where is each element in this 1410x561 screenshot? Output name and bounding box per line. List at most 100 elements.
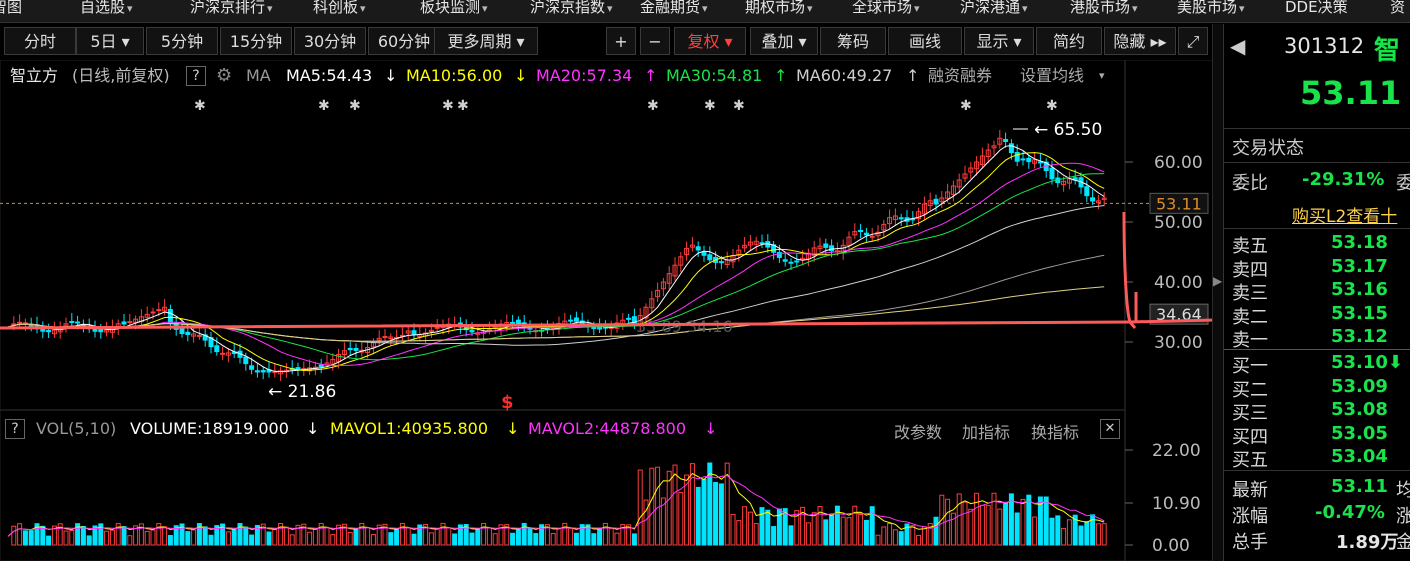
volume-bar — [852, 505, 858, 546]
volume-bar — [440, 522, 446, 546]
nav-item-10[interactable]: 港股市场 ▾ — [1070, 0, 1138, 18]
nav-item-label: 期权市场 — [745, 0, 806, 16]
ask-row[interactable]: 卖一 53.12 — [1224, 326, 1410, 351]
fullscreen-icon[interactable]: ⤢ — [1178, 27, 1208, 55]
candle-body — [254, 370, 260, 373]
candle-body — [214, 345, 220, 353]
nav-item-1[interactable]: 自选股 ▾ — [80, 0, 133, 18]
volume-bar — [40, 525, 46, 546]
panel-splitter[interactable]: ▶ — [1212, 24, 1223, 561]
tab-15min[interactable]: 15分钟 — [220, 27, 292, 55]
avg-label: 均 — [1396, 480, 1410, 501]
volume-bar — [1061, 527, 1067, 546]
candle-body — [98, 328, 104, 333]
settings-gear-icon[interactable]: ⚙ — [216, 65, 233, 86]
set-ma-button[interactable]: 设置均线 — [1020, 66, 1085, 85]
nav-item-7[interactable]: 期权市场 ▾ — [745, 0, 813, 18]
tab-fenshi[interactable]: 分时 — [4, 27, 76, 55]
candle-body — [376, 337, 382, 341]
nav-item-12[interactable]: DDE决策 — [1285, 0, 1348, 18]
candle-body — [962, 173, 968, 179]
tab-30min[interactable]: 30分钟 — [294, 27, 366, 55]
volume-bar — [1003, 501, 1009, 546]
candle-body — [788, 261, 794, 264]
help-icon[interactable]: ? — [186, 66, 206, 86]
draw-line-button[interactable]: 画线 — [888, 27, 962, 55]
nav-item-4[interactable]: 板块监测 ▾ — [420, 0, 488, 18]
bid-row[interactable]: 买五 53.04 — [1224, 446, 1410, 471]
overlay-button[interactable]: 叠加 ▾ — [750, 27, 818, 55]
nav-item-0[interactable]: 智图 — [0, 0, 22, 18]
nav-item-2[interactable]: 沪深京排行 ▾ — [190, 0, 273, 18]
candle-body — [684, 247, 690, 255]
back-arrow-icon[interactable]: ◀ — [1230, 34, 1246, 58]
candle-body — [852, 231, 858, 236]
candle-body — [51, 329, 57, 335]
ask-row[interactable]: 卖三 53.16 — [1224, 279, 1410, 304]
arrow-up-icon: ↑ — [644, 66, 658, 85]
zoom-out-button[interactable]: − — [640, 27, 670, 55]
tab-5min[interactable]: 5分钟 — [146, 27, 218, 55]
nav-item-3[interactable]: 科创板 ▾ — [313, 0, 366, 18]
nav-item-label: DDE决策 — [1285, 0, 1348, 16]
volume-bar — [191, 529, 197, 546]
nav-item-5[interactable]: 沪深京指数 ▾ — [530, 0, 613, 18]
volume-bar — [115, 523, 121, 546]
nav-item-6[interactable]: 金融期货 ▾ — [640, 0, 708, 18]
volume-bar — [405, 527, 411, 546]
nav-item-label: 自选股 — [80, 0, 126, 16]
chart-canvas[interactable]: 60.0050.0040.0030.0053.1134.6422.0010.90… — [0, 60, 1215, 561]
add-indicator-button[interactable]: 加指标 — [962, 423, 1011, 442]
volume-bar — [399, 522, 405, 546]
volume-bar — [289, 534, 295, 546]
volume-bar — [823, 519, 829, 546]
ask-row[interactable]: 卖二 53.15 — [1224, 303, 1410, 328]
hide-button[interactable]: 隐藏 ▸▸ — [1104, 27, 1176, 55]
ask-row[interactable]: 卖五 53.18 — [1224, 232, 1410, 257]
bid-row[interactable]: 买一 53.10⬇ — [1224, 352, 1410, 377]
volume-bar — [330, 534, 336, 546]
volume-bar — [539, 524, 545, 546]
change-params-button[interactable]: 改参数 — [894, 423, 943, 442]
volume-bar — [910, 525, 916, 546]
tab-60min[interactable]: 60分钟 — [368, 27, 440, 55]
candle-body — [997, 137, 1003, 145]
order-price: 53.05 — [1331, 422, 1388, 444]
fuquan-button[interactable]: 复权 ▾ — [674, 27, 746, 55]
collapse-arrow-icon[interactable]: ▶ — [1213, 274, 1223, 288]
rzrq-button[interactable]: 融资融券 — [928, 66, 993, 85]
change-value: -0.47% — [1315, 502, 1385, 523]
mavol1-line — [7, 472, 1105, 537]
volume-bar — [713, 481, 719, 546]
candle-body — [69, 320, 75, 323]
chips-button[interactable]: 筹码 — [820, 27, 886, 55]
volume-help-icon[interactable]: ? — [5, 419, 25, 439]
tab-5day[interactable]: 5日 ▾ — [76, 27, 144, 55]
zoom-in-button[interactable]: + — [606, 27, 636, 55]
y-tick-label: 30.00 — [1154, 333, 1203, 353]
bid-row[interactable]: 买四 53.05 — [1224, 422, 1410, 448]
volume-bar — [510, 532, 516, 546]
bid-row[interactable]: 买三 53.08 — [1224, 399, 1410, 424]
chevron-down-icon[interactable]: ▾ — [1099, 69, 1105, 82]
bid-row[interactable]: 买二 53.09 — [1224, 376, 1410, 401]
candle-body — [428, 329, 434, 333]
switch-indicator-button[interactable]: 换指标 — [1031, 423, 1080, 442]
volume-bar — [945, 498, 951, 546]
volume-bar — [968, 508, 974, 546]
nav-item-13[interactable]: 资 — [1390, 0, 1405, 18]
volume-bar — [568, 527, 574, 546]
candle-body — [968, 167, 974, 173]
nav-item-9[interactable]: 沪深港通 ▾ — [960, 0, 1028, 18]
mavol2-value: MAVOL2:44878.800 — [528, 419, 686, 438]
close-icon[interactable]: ✕ — [1100, 419, 1120, 439]
arrow-up-icon: ↑ — [774, 66, 788, 85]
ask-row[interactable]: 卖四 53.17 — [1224, 256, 1410, 281]
nav-item-8[interactable]: 全球市场 ▾ — [852, 0, 920, 18]
l2-link[interactable]: 购买L2查看十 — [1292, 207, 1398, 227]
display-button[interactable]: 显示 ▾ — [964, 27, 1034, 55]
amount-label: 金 — [1396, 532, 1410, 553]
nav-item-11[interactable]: 美股市场 ▾ — [1177, 0, 1245, 18]
tab-more-periods[interactable]: 更多周期 ▾ — [434, 27, 538, 55]
simple-mode-button[interactable]: 简约 — [1036, 27, 1102, 55]
